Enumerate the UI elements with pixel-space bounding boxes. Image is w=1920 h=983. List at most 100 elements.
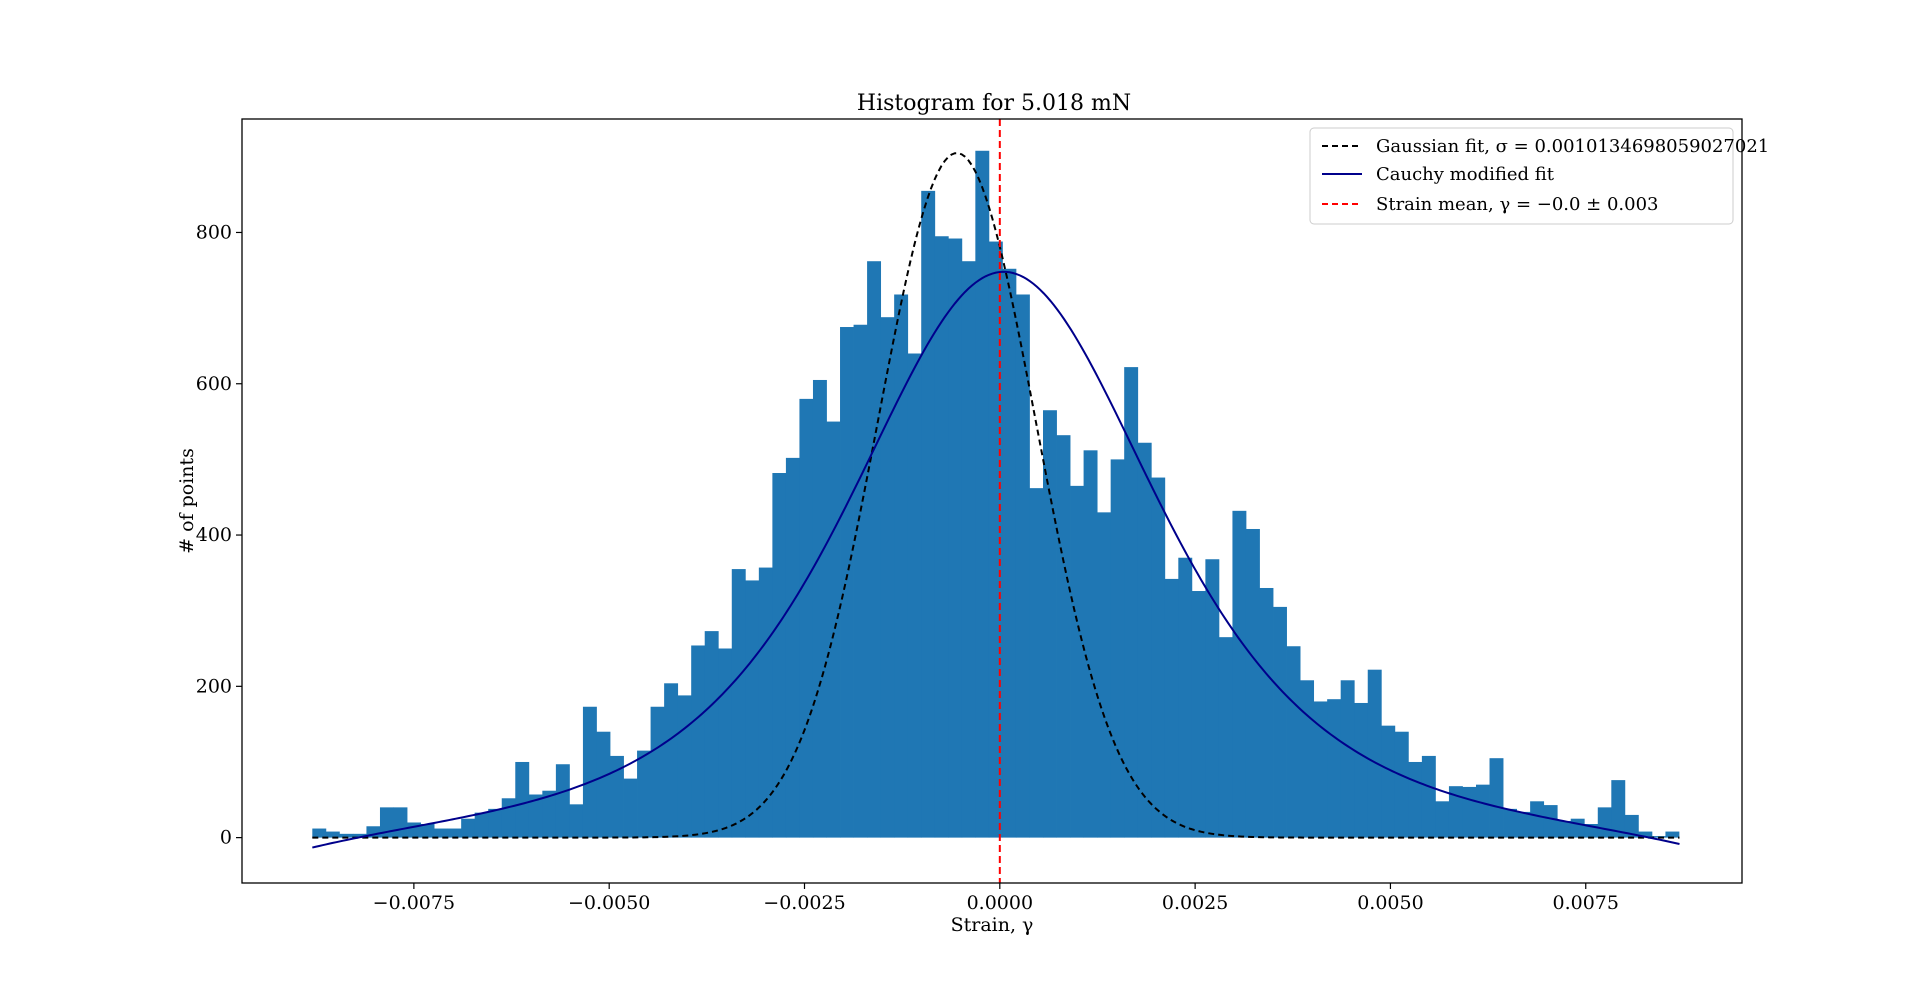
- gaussian-fit-curve: [312, 152, 1680, 839]
- histogram-bar: [1665, 831, 1680, 838]
- histogram-bar: [1056, 435, 1071, 838]
- histogram-bar: [1611, 780, 1626, 838]
- histogram-bar: [1002, 268, 1017, 838]
- histogram-bar: [650, 706, 665, 838]
- histogram-bar: [1503, 808, 1517, 838]
- histogram-bar: [961, 261, 976, 838]
- histogram-bar: [637, 750, 651, 838]
- histogram-bar: [840, 327, 854, 838]
- x-tick-label: −0.0075: [373, 892, 455, 914]
- histogram-bar: [1124, 367, 1139, 838]
- legend: Gaussian fit, σ = 0.0010134698059027021 …: [1309, 127, 1769, 225]
- y-tick-label: 200: [196, 675, 232, 697]
- histogram-bar: [799, 398, 814, 838]
- y-axis-ticks: 0 200 400 600 800: [196, 221, 242, 849]
- histogram-bar: [785, 457, 800, 838]
- histogram-bar: [664, 683, 679, 838]
- legend-box: [1309, 127, 1734, 225]
- histogram-bar: [1151, 477, 1166, 838]
- histogram-bar: [1624, 814, 1639, 838]
- histogram-bar: [1015, 294, 1030, 838]
- histogram-bar: [1381, 725, 1396, 838]
- histogram-bar: [934, 236, 949, 838]
- histogram-bar: [515, 761, 530, 838]
- histogram-bar: [1205, 559, 1220, 838]
- histogram-bar: [704, 631, 719, 838]
- histogram-bar: [1137, 442, 1152, 838]
- legend-gaussian-label: Gaussian fit, σ = 0.0010134698059027021: [1376, 136, 1769, 157]
- histogram-bar: [1367, 669, 1382, 838]
- x-tick-label: −0.0025: [763, 892, 845, 914]
- y-axis-label: # of points: [176, 448, 198, 554]
- histogram-bar: [569, 804, 584, 838]
- histogram-bar: [975, 150, 990, 838]
- histogram-bar: [325, 831, 340, 838]
- histogram-bar: [1638, 831, 1653, 838]
- histogram-bar: [555, 764, 570, 838]
- histogram-bar: [745, 580, 760, 838]
- histogram-bar: [894, 294, 909, 838]
- histogram-bar: [312, 828, 327, 838]
- histogram-bar: [447, 828, 462, 838]
- histogram-bar: [1029, 488, 1044, 838]
- histogram-bar: [474, 812, 489, 838]
- histogram-bar: [1327, 699, 1342, 838]
- histogram-bar: [393, 807, 408, 838]
- y-tick-label: 600: [196, 373, 232, 395]
- x-tick-label: −0.0050: [568, 892, 650, 914]
- x-tick-label: 0.0075: [1553, 892, 1619, 914]
- histogram-bar: [366, 826, 381, 838]
- histogram-bar: [352, 833, 367, 838]
- histogram-bar: [812, 379, 827, 838]
- histogram-bar: [1421, 755, 1436, 838]
- histogram-bar: [407, 822, 421, 838]
- histogram-bar: [880, 317, 895, 838]
- plot-frame: [241, 118, 1743, 884]
- y-tick-label: 400: [196, 524, 232, 546]
- histogram-bar: [1476, 784, 1490, 838]
- histogram-bar: [718, 648, 733, 838]
- histogram-bar: [731, 569, 746, 838]
- histogram-bar: [1259, 587, 1274, 838]
- histogram-bar: [488, 808, 503, 838]
- histogram-bar: [528, 794, 543, 838]
- fit-curves: [312, 119, 1680, 883]
- histogram-bar: [1097, 512, 1112, 838]
- histogram-bar: [623, 778, 638, 838]
- x-tick-label: 0.0000: [967, 892, 1033, 914]
- histogram-bar: [1083, 450, 1098, 838]
- histogram-bar: [1530, 801, 1545, 838]
- histogram-bar: [1286, 646, 1301, 838]
- histogram-bar: [1570, 818, 1585, 838]
- histogram-bar: [826, 421, 841, 838]
- histogram-bar: [758, 567, 773, 838]
- histogram-bar: [853, 324, 868, 838]
- x-axis-label: Strain, γ: [951, 914, 1034, 936]
- histogram-bars: [312, 150, 1680, 838]
- histogram-bar: [420, 824, 435, 838]
- histogram-bar: [867, 261, 882, 838]
- histogram-bar: [1191, 591, 1206, 838]
- histogram-bar: [1516, 811, 1531, 838]
- histogram-bar: [461, 818, 476, 838]
- histogram-bar: [1597, 807, 1612, 838]
- y-tick-label: 800: [196, 221, 232, 243]
- x-axis-ticks: −0.0075 −0.0050 −0.0025 0.0000 0.0025 0.0050 0…: [373, 883, 1619, 914]
- histogram-bar: [907, 353, 922, 838]
- legend-cauchy-label: Cauchy modified fit: [1376, 164, 1555, 185]
- histogram-bar: [1043, 410, 1057, 838]
- cauchy-fit-curve: [312, 270, 1680, 849]
- legend-mean-label: Strain mean, γ = −0.0 ± 0.003: [1376, 194, 1659, 215]
- histogram-bar: [1354, 702, 1369, 838]
- histogram-bar: [677, 695, 692, 838]
- histogram-bar: [434, 828, 449, 838]
- histogram-bar: [1110, 459, 1125, 838]
- histogram-bar: [921, 190, 936, 838]
- histogram-bar: [1543, 805, 1558, 838]
- histogram-bar: [1340, 680, 1355, 838]
- histogram-bar: [1448, 786, 1463, 838]
- histogram-bar: [501, 798, 516, 838]
- histogram-bar: [379, 807, 394, 838]
- histogram-bar: [1435, 801, 1450, 838]
